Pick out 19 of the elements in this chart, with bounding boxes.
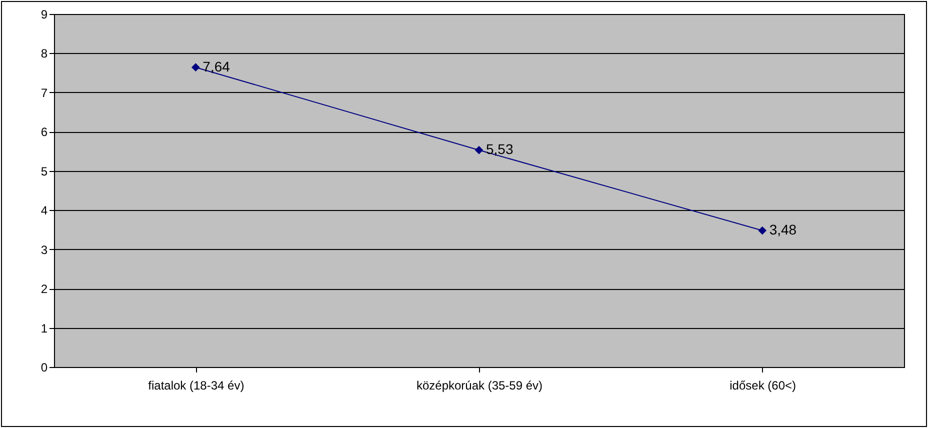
y-tick-label: 4	[40, 204, 48, 218]
y-tick-label: 8	[40, 46, 48, 61]
y-tick-label: 5	[40, 164, 48, 178]
data-label: 5,53	[486, 141, 514, 158]
y-tick-label: 3	[40, 242, 48, 257]
y-tick-label: 0	[40, 360, 48, 374]
y-tick-label: 6	[40, 125, 48, 140]
y-tick-label: 7	[40, 86, 48, 100]
x-tick-label: középkorúak (35-59 év)	[416, 378, 543, 392]
y-tick-label: 2	[40, 282, 48, 296]
point	[191, 63, 200, 72]
point	[474, 146, 484, 154]
x-tick-label: fiatalok (18-34 év)	[148, 378, 244, 392]
x-tick-label: idősek (60<)	[730, 378, 796, 392]
y-tick-label: 1	[40, 321, 48, 336]
data-label: 7,64	[202, 58, 230, 74]
y-tick-label: 9	[40, 8, 48, 22]
data-label: 3,48	[769, 222, 797, 238]
point	[758, 226, 767, 235]
